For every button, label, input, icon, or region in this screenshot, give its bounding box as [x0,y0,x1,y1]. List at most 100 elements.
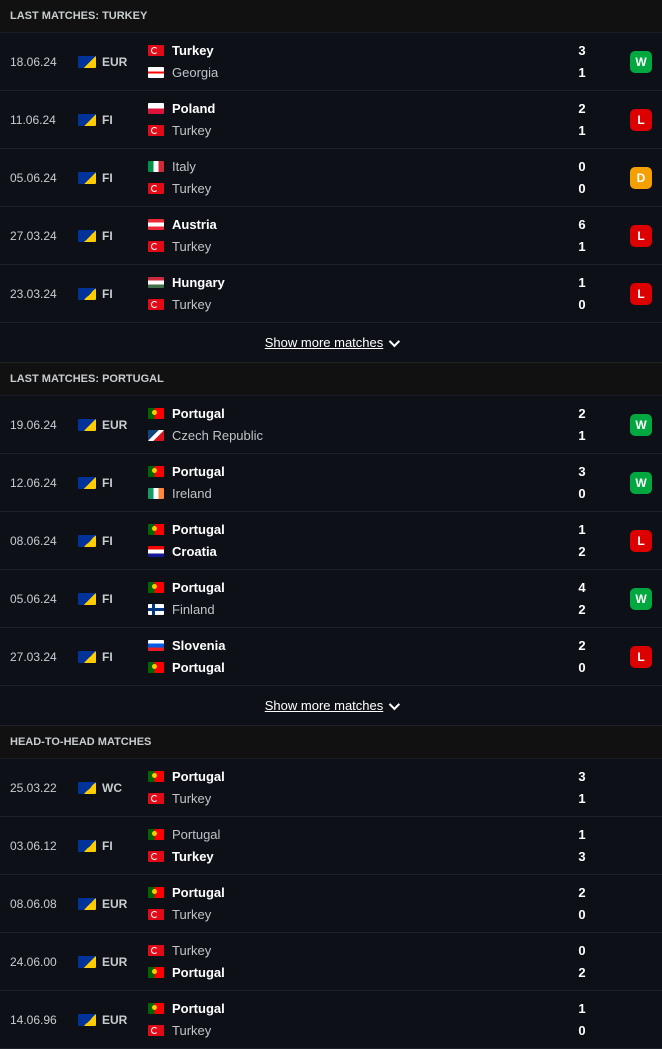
show-more-button[interactable]: Show more matches [0,686,662,726]
team-name: Portugal [172,522,225,537]
match-date: 19.06.24 [10,402,78,447]
result-badge: W [630,414,652,436]
flag-icon [148,488,164,499]
team-name: Poland [172,101,215,116]
teams: PortugalTurkey [148,997,552,1042]
flag-icon [148,161,164,172]
result [612,765,652,810]
team-name: Croatia [172,544,217,559]
team-name: Austria [172,217,217,232]
match-row[interactable]: 03.06.12FIPortugalTurkey13 [0,817,662,875]
team-name: Turkey [172,791,211,806]
match-row[interactable]: 08.06.08EURPortugalTurkey20 [0,875,662,933]
score-home: 1 [552,522,612,537]
team-name: Portugal [172,827,220,842]
match-row[interactable]: 05.06.24FIItalyTurkey00D [0,149,662,207]
teams: Poland Turkey [148,97,552,142]
match-row[interactable]: 27.03.24FISloveniaPortugal20L [0,628,662,686]
match-row[interactable]: 25.03.22WCPortugalTurkey31 [0,759,662,817]
match-row[interactable]: 27.03.24FIAustriaTurkey61L [0,207,662,265]
match-date: 27.03.24 [10,634,78,679]
flag-icon [148,45,164,56]
score-home: 4 [552,580,612,595]
result-badge: L [630,530,652,552]
teams: Austria Turkey [148,213,552,258]
team-name: Portugal [172,885,225,900]
match-row[interactable]: 08.06.24FIPortugalCroatia12L [0,512,662,570]
score-away: 0 [552,297,612,312]
match-row[interactable]: 12.06.24FIPortugalIreland30W [0,454,662,512]
score-away: 1 [552,239,612,254]
show-more-button[interactable]: Show more matches [0,323,662,363]
flag-icon [148,604,164,615]
score-away: 2 [552,544,612,559]
flag-icon [148,909,164,920]
scores: 10 [552,997,612,1042]
match-row[interactable]: 05.06.24FIPortugalFinland42W [0,570,662,628]
match-row[interactable]: 14.06.96EURPortugalTurkey10 [0,991,662,1049]
score-away: 1 [552,123,612,138]
team-name: Hungary [172,275,225,290]
flag-icon [148,103,164,114]
score-home: 3 [552,464,612,479]
competition: FI [78,213,148,258]
team-away: Georgia [148,65,552,80]
scores: 12 [552,518,612,563]
competition-label: FI [102,476,113,490]
match-row[interactable]: 18.06.24EURTurkeyGeorgia31W [0,33,662,91]
team-home: Portugal [148,406,552,421]
score-away: 2 [552,965,612,980]
scores: 13 [552,823,612,868]
flag-icon [148,241,164,252]
score-away: 0 [552,1023,612,1038]
team-name: Turkey [172,239,211,254]
result: W [612,460,652,505]
match-date: 05.06.24 [10,155,78,200]
competition: WC [78,765,148,810]
competition-label: FI [102,113,113,127]
team-away: Finland [148,602,552,617]
competition-label: FI [102,534,113,548]
scores: 10 [552,271,612,316]
flag-icon [148,662,164,673]
competition-label: EUR [102,1013,127,1027]
teams: PortugalFinland [148,576,552,621]
team-away: Portugal [148,965,552,980]
match-row[interactable]: 11.06.24FIPolandTurkey21L [0,91,662,149]
flag-icon [148,887,164,898]
competition-label: EUR [102,955,127,969]
match-row[interactable]: 19.06.24EURPortugalCzech Republic21W [0,396,662,454]
chevron-down-icon [389,335,400,346]
match-row[interactable]: 24.06.00EURTurkeyPortugal02 [0,933,662,991]
world-icon [78,477,96,489]
team-home: Turkey [148,943,552,958]
flag-icon [148,277,164,288]
flag-icon [148,408,164,419]
team-home: Austria [148,217,552,232]
teams: PortugalIreland [148,460,552,505]
team-away: Turkey [148,791,552,806]
team-home: Portugal [148,769,552,784]
team-away: Turkey [148,123,552,138]
world-icon [78,114,96,126]
flag-icon [148,793,164,804]
section-header: LAST MATCHES: TURKEY [0,0,662,33]
scores: 30 [552,460,612,505]
teams: Portugal Turkey [148,881,552,926]
competition: FI [78,271,148,316]
match-row[interactable]: 23.03.24FIHungaryTurkey10L [0,265,662,323]
world-icon [78,840,96,852]
competition-label: FI [102,229,113,243]
competition-label: FI [102,592,113,606]
competition: EUR [78,997,148,1042]
result-badge: D [630,167,652,189]
world-icon [78,419,96,431]
competition-label: EUR [102,55,127,69]
teams: PortugalCzech Republic [148,402,552,447]
flag-icon [148,299,164,310]
team-name: Turkey [172,907,211,922]
section-header: LAST MATCHES: PORTUGAL [0,363,662,396]
flag-icon [148,967,164,978]
flag-icon [148,829,164,840]
team-name: Italy [172,159,196,174]
